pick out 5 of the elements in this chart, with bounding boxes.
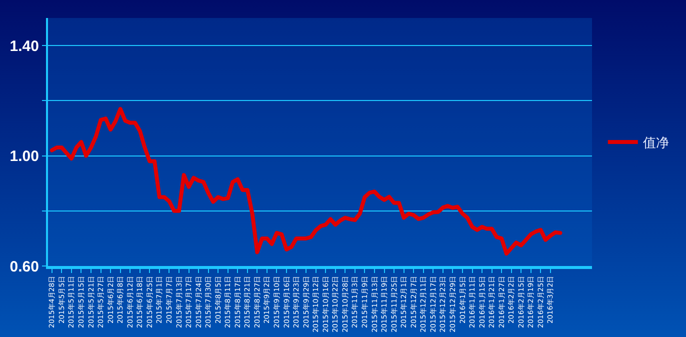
legend-label: 值净 bbox=[642, 136, 669, 152]
y-tick-label: 1.00 bbox=[10, 148, 39, 166]
y-tick-label: 1.40 bbox=[10, 38, 39, 55]
line-series bbox=[50, 106, 562, 256]
y-tick-label: 0.60 bbox=[10, 258, 39, 276]
